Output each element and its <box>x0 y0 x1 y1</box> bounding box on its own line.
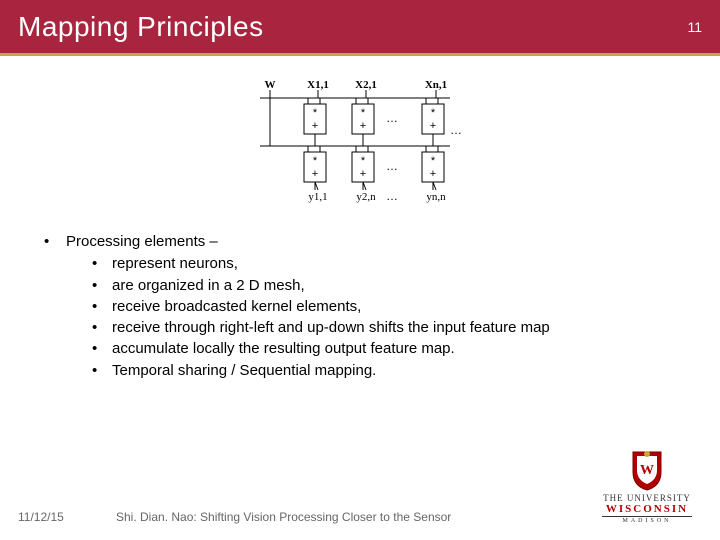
svg-text:yn,n: yn,n <box>426 191 446 203</box>
sub-bullet: •receive broadcasted kernel elements, <box>92 297 680 317</box>
main-bullet: • Processing elements – <box>40 232 680 252</box>
sub-bullet-text: represent neurons, <box>112 254 680 274</box>
svg-text:X1,1: X1,1 <box>307 79 329 91</box>
footer-date: 11/12/15 <box>18 510 98 524</box>
sub-bullet: •receive through right-left and up-down … <box>92 318 680 338</box>
svg-text:…: … <box>386 189 398 203</box>
slide-title: Mapping Principles <box>18 11 264 43</box>
logo-main-text: WISCONSIN <box>606 503 688 515</box>
svg-text:*: * <box>431 155 436 167</box>
crest-icon: W <box>629 450 665 492</box>
diagram-container: WX1,1X2,1Xn,1*+*+*+…*+*+*+……y1,1y2,nyn,n… <box>0 74 720 204</box>
sub-bullet-text: are organized in a 2 D mesh, <box>112 276 680 296</box>
bullet-marker: • <box>92 254 112 274</box>
svg-text:*: * <box>361 107 366 119</box>
svg-text:…: … <box>450 123 462 137</box>
svg-text:W: W <box>640 463 654 478</box>
bullet-marker: • <box>92 339 112 359</box>
sub-bullet: •represent neurons, <box>92 254 680 274</box>
sub-bullet: •are organized in a 2 D mesh, <box>92 276 680 296</box>
bullet-marker: • <box>40 232 66 252</box>
svg-text:y2,n: y2,n <box>356 191 376 203</box>
bullet-marker: • <box>92 318 112 338</box>
sub-bullet: •Temporal sharing / Sequential mapping. <box>92 361 680 381</box>
sub-bullet-text: receive through right-left and up-down s… <box>112 318 680 338</box>
footer-subtitle: Shi. Dian. Nao: Shifting Vision Processi… <box>98 510 592 524</box>
svg-text:*: * <box>313 107 318 119</box>
bullet-marker: • <box>92 276 112 296</box>
svg-text:*: * <box>361 155 366 167</box>
sub-bullet-text: accumulate locally the resulting output … <box>112 339 680 359</box>
svg-text:+: + <box>360 120 366 132</box>
bullet-marker: • <box>92 297 112 317</box>
svg-text:+: + <box>360 168 366 180</box>
content-area: • Processing elements – •represent neuro… <box>0 204 720 381</box>
svg-text:*: * <box>431 107 436 119</box>
svg-text:+: + <box>312 168 318 180</box>
mesh-diagram: WX1,1X2,1Xn,1*+*+*+…*+*+*+……y1,1y2,nyn,n… <box>240 74 480 204</box>
svg-text:…: … <box>386 111 398 125</box>
slide-footer: 11/12/15 Shi. Dian. Nao: Shifting Vision… <box>0 450 720 524</box>
svg-text:*: * <box>313 155 318 167</box>
university-logo: W THE UNIVERSITY WISCONSIN MADISON <box>592 450 702 524</box>
sub-bullet-list: •represent neurons,•are organized in a 2… <box>92 254 680 381</box>
main-bullet-text: Processing elements – <box>66 232 680 252</box>
svg-text:W: W <box>265 79 276 91</box>
logo-top-text: THE UNIVERSITY <box>603 493 691 503</box>
svg-text:+: + <box>312 120 318 132</box>
svg-text:Xn,1: Xn,1 <box>425 79 447 91</box>
bullet-marker: • <box>92 361 112 381</box>
sub-bullet-text: Temporal sharing / Sequential mapping. <box>112 361 680 381</box>
page-number: 11 <box>687 19 702 35</box>
sub-bullet: •accumulate locally the resulting output… <box>92 339 680 359</box>
svg-text:+: + <box>430 168 436 180</box>
logo-sub-text: MADISON <box>602 516 692 524</box>
svg-text:+: + <box>430 120 436 132</box>
svg-text:y1,1: y1,1 <box>308 191 327 203</box>
slide-header: Mapping Principles 11 <box>0 0 720 56</box>
svg-text:X2,1: X2,1 <box>355 79 377 91</box>
svg-text:…: … <box>386 159 398 173</box>
sub-bullet-text: receive broadcasted kernel elements, <box>112 297 680 317</box>
